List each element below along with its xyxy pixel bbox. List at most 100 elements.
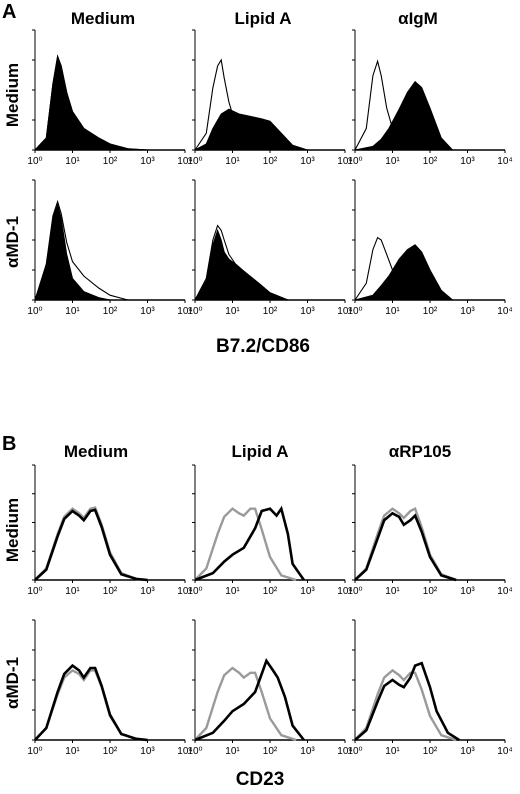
panel-b-anti-md-1-anti-rp105-x-tick-label: 10⁰	[347, 746, 362, 757]
panel-a-medium-lipid-a-x-tick-label: 10³	[300, 156, 315, 167]
panel-b-anti-md-1-anti-rp105-histogram: 10⁰ 10¹ 10² 10³ 10⁴	[347, 619, 513, 757]
panel-b-medium-anti-rp105-x-tick-label: 10⁰	[347, 586, 362, 597]
panel-b-medium-lipid-a-x-tick-label: 10³	[300, 586, 315, 597]
panel-b-medium-medium-x-tick-label: 10²	[103, 586, 118, 597]
panel-a-medium-lipid-a-x-tick-label: 10¹	[225, 156, 240, 167]
panel-a-anti-md-1-medium-filled-series	[34, 202, 128, 301]
panel-b-anti-md-1-medium-x-tick-label: 10⁴	[177, 746, 192, 757]
panel-b-medium-anti-rp105-histogram: 10⁰ 10¹ 10² 10³ 10⁴	[347, 464, 513, 597]
panel-b-medium-medium-x-tick-label: 10⁴	[177, 586, 192, 597]
panel-a-anti-md-1-medium-x-tick-label: 10²	[103, 306, 118, 317]
panel-b-anti-md-1-medium-histogram: 10⁰ 10¹ 10² 10³ 10⁴	[27, 619, 193, 757]
panel-b-medium-anti-rp105-x-tick-label: 10¹	[385, 586, 400, 597]
panel-a-medium-anti-igm-histogram: 10⁰ 10¹ 10² 10³ 10⁴	[347, 29, 513, 167]
panel-a-medium-anti-igm-x-tick-label: 10⁰	[347, 156, 362, 167]
panel-a-anti-md-1-anti-igm-x-tick-label: 10¹	[385, 306, 400, 317]
panel-a-medium-medium-x-tick-label: 10⁰	[27, 156, 42, 167]
panel-b-medium-anti-rp105-gray-series	[354, 507, 457, 582]
panel-a-medium-lipid-a-histogram: 10⁰ 10¹ 10² 10³ 10⁴	[187, 29, 353, 167]
panel-a-row-label-1: Medium	[3, 63, 22, 127]
panel-a-row-label-2: αMD-1	[3, 216, 22, 268]
panel-b-column-label-2: Lipid A	[232, 442, 289, 461]
panel-b-anti-md-1-anti-rp105-x-tick-label: 10³	[460, 746, 475, 757]
panel-b-medium-lipid-a-x-tick-label: 10²	[263, 586, 278, 597]
panel-a-medium-anti-igm-outline-series	[354, 59, 431, 151]
panel-a-medium-anti-igm-x-tick-label: 10⁴	[497, 156, 512, 167]
panel-b-medium-medium-x-tick-label: 10¹	[65, 586, 80, 597]
panel-b-anti-md-1-anti-rp105-x-tick-label: 10⁴	[497, 746, 512, 757]
panel-a-anti-md-1-medium-x-tick-label: 10⁴	[177, 306, 192, 317]
panel-b-row-label-2: αMD-1	[3, 657, 22, 709]
panel-b-column-label-3: αRP105	[389, 442, 451, 461]
panel-a-medium-medium-x-tick-label: 10¹	[65, 156, 80, 167]
panel-b-medium-lipid-a-black-series	[194, 505, 305, 582]
panel-a-medium-lipid-a-filled-series	[194, 108, 308, 151]
panel-b-medium-lipid-a-x-tick-label: 10⁴	[337, 586, 352, 597]
panel-b-anti-md-1-lipid-a-x-tick-label: 10⁴	[337, 746, 352, 757]
panel-a-medium-medium-filled-series	[33, 54, 148, 151]
panel-b-anti-md-1-lipid-a-x-tick-label: 10³	[300, 746, 315, 757]
panel-a-anti-md-1-anti-igm-x-tick-label: 10³	[460, 306, 475, 317]
panel-a: A Medium Lipid A αIgM Medium αMD-1 10⁰ 10…	[2, 1, 513, 357]
panel-b-anti-md-1-lipid-a-x-tick-label: 10²	[263, 746, 278, 757]
panel-a-anti-md-1-medium-outline-series	[34, 199, 129, 301]
panel-b-anti-md-1-anti-rp105-x-tick-label: 10¹	[385, 746, 400, 757]
panel-b-anti-md-1-lipid-a-gray-series	[194, 666, 297, 742]
panel-b-x-axis-label: CD23	[236, 769, 285, 790]
panel-b-anti-md-1-anti-rp105-x-tick-label: 10²	[423, 746, 438, 757]
panel-b-anti-md-1-lipid-a-x-tick-label: 10¹	[225, 746, 240, 757]
panel-a-anti-md-1-anti-igm-x-tick-label: 10⁴	[497, 306, 512, 317]
panel-b-medium-medium-x-tick-label: 10³	[140, 586, 155, 597]
panel-b-anti-md-1-anti-rp105-black-series	[354, 661, 460, 742]
panel-b-medium-lipid-a-histogram: 10⁰ 10¹ 10² 10³ 10⁴	[187, 464, 353, 597]
panel-b-medium-medium-black-series	[34, 508, 148, 582]
panel-a-medium-lipid-a-x-tick-label: 10⁰	[187, 156, 202, 167]
panel-a-column-label-3: αIgM	[398, 9, 438, 28]
panel-a-medium-anti-igm-x-tick-label: 10¹	[385, 156, 400, 167]
panel-a-anti-md-1-lipid-a-outline-series	[194, 224, 289, 301]
panel-a-anti-md-1-lipid-a-x-tick-label: 10⁰	[187, 306, 202, 317]
panel-b-anti-md-1-medium-x-tick-label: 10³	[140, 746, 155, 757]
panel-b-medium-medium-histogram: 10⁰ 10¹ 10² 10³ 10⁴	[27, 464, 193, 597]
panel-a-x-axis-label: B7.2/CD86	[216, 336, 310, 357]
panel-a-anti-md-1-anti-igm-histogram: 10⁰ 10¹ 10² 10³ 10⁴	[347, 179, 513, 317]
panel-b-medium-lipid-a-x-tick-label: 10¹	[225, 586, 240, 597]
panel-a-medium-medium-x-tick-label: 10²	[103, 156, 118, 167]
panel-b-medium-anti-rp105-x-tick-label: 10⁴	[497, 586, 512, 597]
panel-b-medium-medium-x-tick-label: 10⁰	[27, 586, 42, 597]
panel-a-anti-md-1-anti-igm-x-tick-label: 10²	[423, 306, 438, 317]
panel-a-medium-medium-x-tick-label: 10³	[140, 156, 155, 167]
panel-a-column-label-2: Lipid A	[235, 9, 292, 28]
panel-a-letter: A	[2, 1, 16, 23]
panel-a-anti-md-1-lipid-a-histogram: 10⁰ 10¹ 10² 10³ 10⁴	[187, 179, 353, 317]
panel-b-anti-md-1-lipid-a-x-tick-label: 10⁰	[187, 746, 202, 757]
panel-a-column-label-1: Medium	[71, 9, 135, 28]
panel-a-medium-medium-outline-series	[34, 54, 148, 151]
panel-b-medium-lipid-a-x-tick-label: 10⁰	[187, 586, 202, 597]
panel-a-medium-anti-igm-x-tick-label: 10²	[423, 156, 438, 167]
panel-b-anti-md-1-medium-black-series	[34, 663, 148, 742]
panel-b-medium-anti-rp105-x-tick-label: 10²	[423, 586, 438, 597]
panel-a-anti-md-1-anti-igm-outline-series	[354, 236, 431, 301]
panel-b: B Medium Lipid A αRP105 Medium αMD-1 10⁰…	[2, 433, 513, 790]
panel-b-medium-medium-gray-series	[34, 506, 148, 582]
panel-b-medium-anti-rp105-black-series	[354, 511, 457, 582]
panel-a-medium-medium-histogram: 10⁰ 10¹ 10² 10³ 10⁴	[27, 29, 193, 167]
panel-b-anti-md-1-medium-gray-series	[34, 668, 148, 742]
panel-b-anti-md-1-medium-x-tick-label: 10⁰	[27, 746, 42, 757]
panel-b-medium-lipid-a-gray-series	[194, 507, 297, 582]
panel-a-medium-anti-igm-filled-series	[354, 80, 454, 151]
panel-a-medium-lipid-a-x-tick-label: 10⁴	[337, 156, 352, 167]
panel-a-anti-md-1-anti-igm-filled-series	[354, 244, 454, 301]
panel-a-anti-md-1-lipid-a-x-tick-label: 10¹	[225, 306, 240, 317]
panel-a-medium-anti-igm-x-tick-label: 10³	[460, 156, 475, 167]
panel-b-letter: B	[2, 433, 16, 455]
panel-a-anti-md-1-lipid-a-x-tick-label: 10³	[300, 306, 315, 317]
panel-a-anti-md-1-medium-x-tick-label: 10⁰	[27, 306, 42, 317]
panel-b-medium-anti-rp105-x-tick-label: 10³	[460, 586, 475, 597]
panel-a-anti-md-1-medium-x-tick-label: 10³	[140, 306, 155, 317]
panel-a-medium-lipid-a-outline-series	[194, 58, 308, 151]
panel-a-anti-md-1-lipid-a-x-tick-label: 10²	[263, 306, 278, 317]
panel-a-anti-md-1-anti-igm-x-tick-label: 10⁰	[347, 306, 362, 317]
